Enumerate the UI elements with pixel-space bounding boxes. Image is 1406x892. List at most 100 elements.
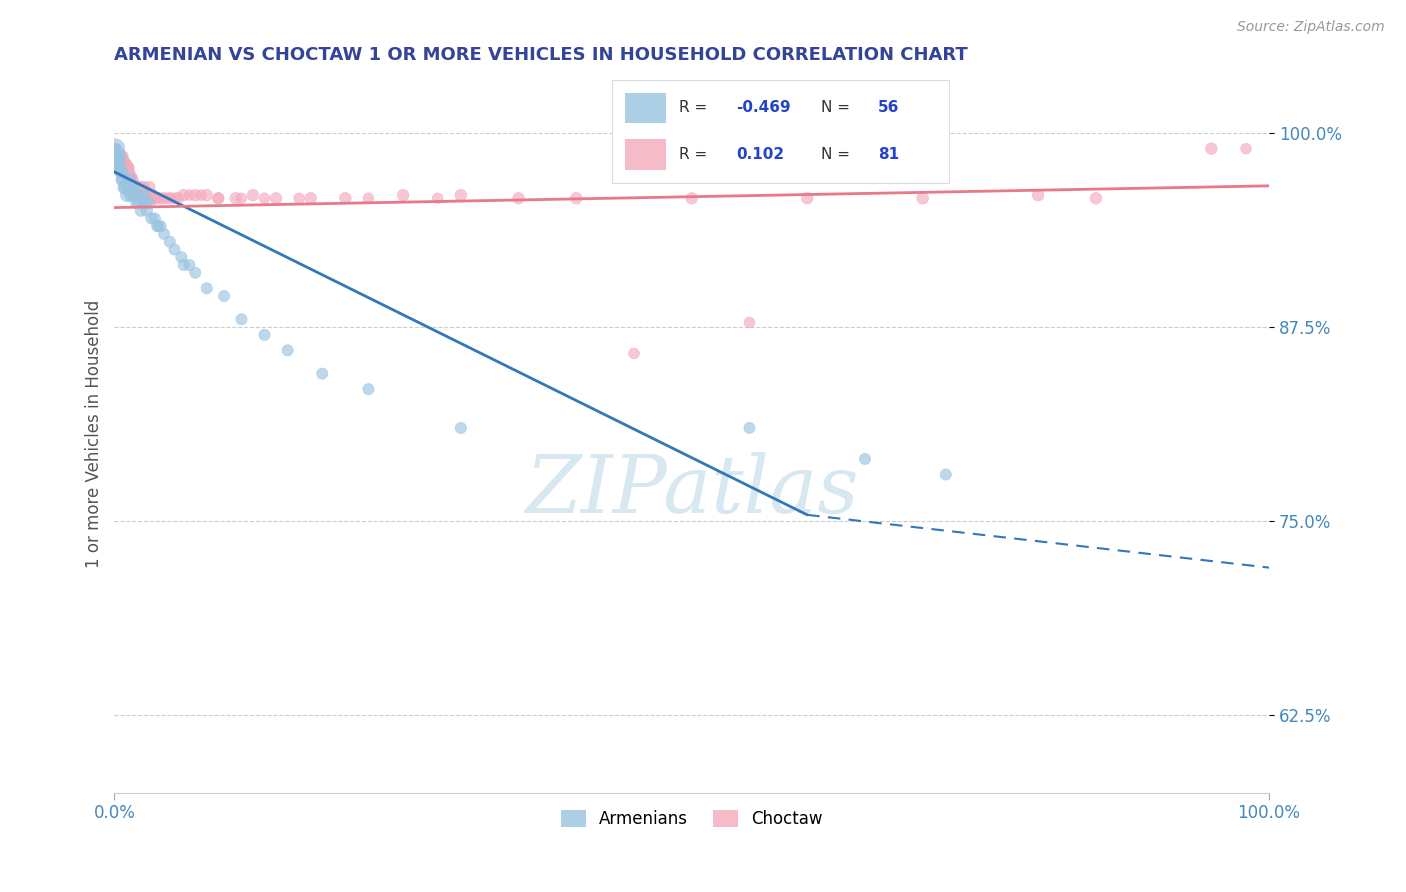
Point — [110, 157, 132, 171]
Point — [143, 211, 166, 226]
Point — [112, 154, 135, 169]
Point — [111, 172, 134, 186]
Point — [120, 169, 142, 184]
Point — [138, 180, 160, 194]
Text: R =: R = — [679, 146, 713, 161]
Point — [110, 165, 132, 179]
Point — [134, 188, 156, 202]
Text: 81: 81 — [879, 146, 900, 161]
Point — [118, 172, 141, 186]
Point — [110, 149, 132, 163]
Bar — [626, 93, 665, 123]
Point — [335, 191, 357, 205]
Point — [111, 149, 134, 163]
Point — [173, 188, 195, 202]
Point — [225, 191, 247, 205]
Point — [796, 191, 818, 205]
Point — [159, 235, 181, 249]
Point — [135, 203, 157, 218]
Point — [288, 191, 311, 205]
Point — [426, 191, 449, 205]
Point — [508, 191, 530, 205]
Point — [127, 188, 149, 202]
Point — [112, 154, 135, 169]
Point — [104, 149, 127, 163]
Point — [207, 191, 229, 205]
Point — [107, 149, 129, 163]
Point — [108, 157, 131, 171]
Point — [122, 176, 145, 190]
Point — [623, 346, 645, 360]
Point — [117, 180, 139, 194]
Point — [122, 180, 145, 194]
Point — [450, 421, 472, 435]
Point — [159, 191, 181, 205]
Point — [231, 312, 253, 326]
Point — [565, 191, 588, 205]
Point — [124, 180, 146, 194]
Point — [121, 180, 143, 194]
Point — [231, 191, 253, 205]
Y-axis label: 1 or more Vehicles in Household: 1 or more Vehicles in Household — [86, 299, 103, 567]
Point — [1201, 142, 1223, 156]
Point — [170, 250, 193, 264]
Point — [128, 188, 150, 202]
Point — [357, 382, 380, 396]
Point — [105, 142, 128, 156]
Point — [163, 191, 186, 205]
Point — [120, 172, 142, 186]
Point — [738, 421, 761, 435]
Bar — [626, 139, 665, 169]
Text: -0.469: -0.469 — [737, 101, 792, 115]
Text: ZIPatlas: ZIPatlas — [524, 452, 859, 530]
Point — [299, 191, 322, 205]
Point — [121, 172, 143, 186]
Point — [108, 157, 131, 171]
Point — [105, 142, 128, 156]
Point — [146, 219, 169, 234]
Point — [108, 165, 131, 179]
Point — [129, 180, 152, 194]
Text: N =: N = — [821, 146, 855, 161]
Point — [163, 243, 186, 257]
Point — [149, 219, 172, 234]
Point — [155, 191, 177, 205]
Point — [179, 188, 201, 202]
Text: ARMENIAN VS CHOCTAW 1 OR MORE VEHICLES IN HOUSEHOLD CORRELATION CHART: ARMENIAN VS CHOCTAW 1 OR MORE VEHICLES I… — [114, 46, 969, 64]
Point — [128, 188, 150, 202]
Point — [128, 195, 150, 210]
Point — [125, 195, 148, 210]
Point — [911, 191, 934, 205]
Point — [184, 266, 207, 280]
Point — [207, 191, 229, 205]
Point — [138, 195, 160, 210]
Point — [115, 165, 138, 179]
Point — [392, 188, 415, 202]
Point — [1234, 142, 1257, 156]
Point — [120, 188, 142, 202]
Text: 0.102: 0.102 — [737, 146, 785, 161]
Point — [264, 191, 287, 205]
Point — [111, 149, 134, 163]
Point — [681, 191, 703, 205]
Point — [105, 145, 128, 159]
Point — [107, 149, 129, 163]
Point — [127, 180, 149, 194]
Point — [117, 160, 139, 174]
Point — [107, 149, 129, 163]
Point — [122, 180, 145, 194]
Point — [124, 188, 146, 202]
Point — [195, 188, 218, 202]
Point — [450, 188, 472, 202]
Point — [125, 188, 148, 202]
Point — [104, 142, 127, 156]
Point — [112, 172, 135, 186]
Point — [179, 258, 201, 272]
Point — [118, 160, 141, 174]
Point — [112, 165, 135, 179]
Point — [143, 191, 166, 205]
Point — [115, 157, 138, 171]
Point — [135, 188, 157, 202]
Point — [190, 188, 212, 202]
Point — [195, 281, 218, 295]
